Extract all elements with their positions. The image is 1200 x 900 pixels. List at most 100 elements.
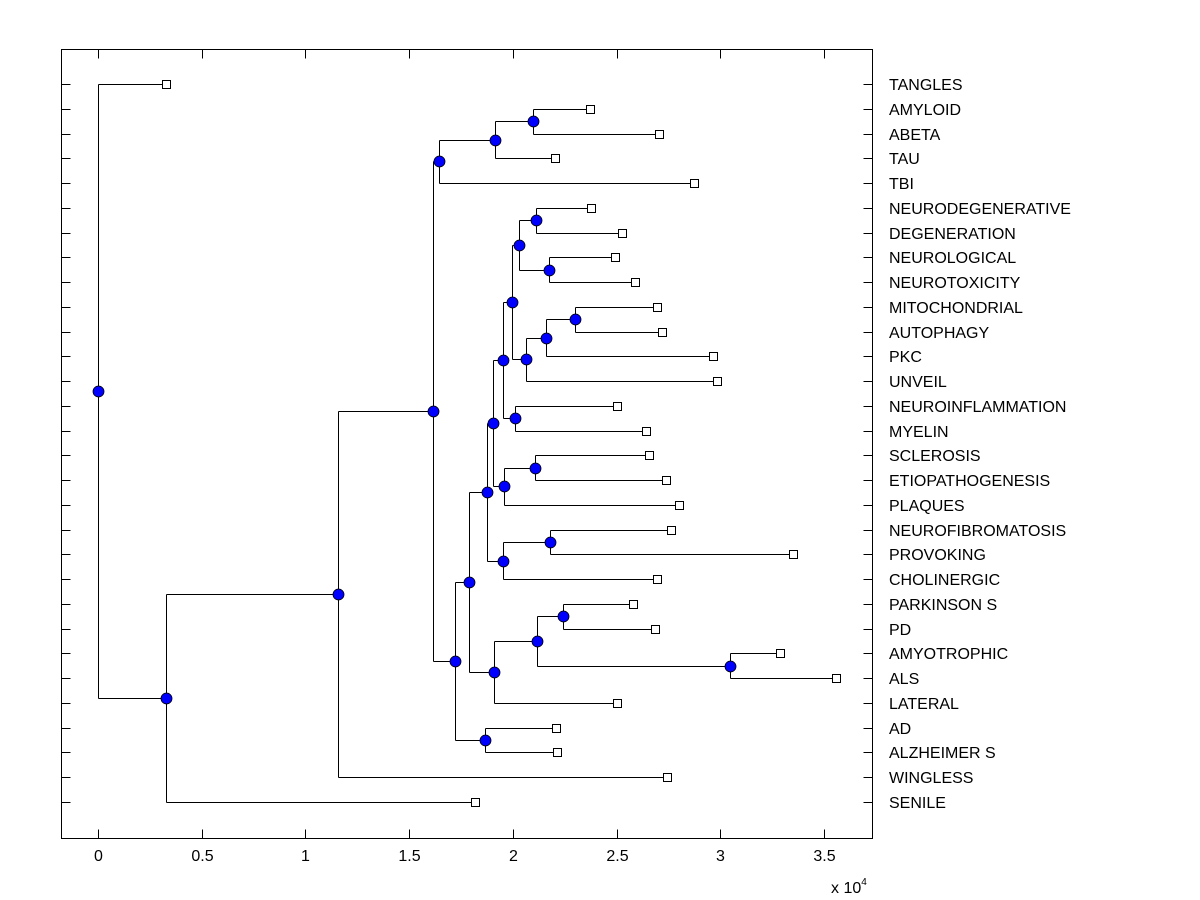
leaf-label: AD (889, 721, 911, 738)
leaf-marker (631, 278, 640, 287)
leaf-marker (552, 724, 561, 733)
node-marker (479, 734, 492, 747)
node-marker (160, 692, 173, 705)
leaf-marker (611, 253, 620, 262)
leaf-label: TAU (889, 151, 920, 168)
node-marker (497, 555, 510, 568)
node-marker (529, 462, 542, 475)
node-marker (489, 134, 502, 147)
leaf-label: ALZHEIMER S (889, 745, 996, 762)
leaf-label: UNVEIL (889, 374, 947, 391)
leaf-label: TANGLES (889, 77, 963, 94)
leaf-label: ABETA (889, 127, 941, 144)
node-marker (433, 155, 446, 168)
node-marker (513, 239, 526, 252)
leaf-label: NEURODEGENERATIVE (889, 201, 1071, 218)
leaf-marker (553, 748, 562, 757)
node-marker (498, 480, 511, 493)
leaf-markers (162, 80, 841, 807)
plot-area (61, 49, 873, 839)
leaf-label: PARKINSON S (889, 597, 997, 614)
x-tick-label: 1 (301, 848, 310, 865)
leaf-label: PROVOKING (889, 547, 986, 564)
leaf-label: ETIOPATHOGENESIS (889, 473, 1050, 490)
node-marker (520, 353, 533, 366)
leaf-marker (789, 550, 798, 559)
leaf-marker (663, 773, 672, 782)
leaf-label: AMYOTROPHIC (889, 646, 1008, 663)
y-axis-ticks (61, 84, 873, 803)
node-marker (530, 214, 543, 227)
node-marker (557, 610, 570, 623)
leaf-label: DEGENERATION (889, 226, 1016, 243)
leaf-marker (655, 130, 664, 139)
leaf-marker (551, 154, 560, 163)
leaf-marker (471, 798, 480, 807)
node-marker (427, 405, 440, 418)
leaf-label: LATERAL (889, 696, 959, 713)
x-tick-label: 1.5 (398, 848, 420, 865)
x-tick-label: 3 (716, 848, 725, 865)
leaf-marker (709, 352, 718, 361)
node-marker (463, 576, 476, 589)
node-marker (724, 660, 737, 673)
leaf-marker (613, 699, 622, 708)
x-axis-tick-labels: 0 0.5 1 1.5 2 2.5 3 3.5 (94, 848, 836, 865)
leaf-marker (690, 179, 699, 188)
leaf-marker (642, 427, 651, 436)
x-tick-label: 0 (94, 848, 103, 865)
leaf-marker (653, 575, 662, 584)
leaf-marker (832, 674, 841, 683)
leaf-marker (645, 451, 654, 460)
leaf-marker (667, 526, 676, 535)
node-marker (506, 296, 519, 309)
node-marker (527, 115, 540, 128)
node-markers (92, 115, 737, 747)
x-axis-ticks (98, 49, 825, 839)
leaf-marker (629, 600, 638, 609)
node-marker (332, 588, 345, 601)
x-tick-label: 2.5 (606, 848, 628, 865)
leaf-label: CHOLINERGIC (889, 572, 1000, 589)
leaf-label: SENILE (889, 795, 946, 812)
leaf-marker (651, 625, 660, 634)
x-axis-multiplier: x 104 (831, 877, 867, 897)
node-marker (540, 332, 553, 345)
leaf-label: AUTOPHAGY (889, 325, 990, 342)
leaf-marker (776, 649, 785, 658)
leaf-marker (713, 377, 722, 386)
x-axis-multiplier-base: x 10 (831, 880, 861, 897)
node-marker (481, 486, 494, 499)
node-marker (92, 385, 105, 398)
x-axis-multiplier-exponent: 4 (861, 877, 867, 888)
leaf-marker (613, 402, 622, 411)
x-tick-label: 2 (509, 848, 518, 865)
leaf-label: NEUROTOXICITY (889, 275, 1021, 292)
leaf-labels: TANGLES AMYLOID ABETA TAU TBI NEURODEGENERATI… (889, 77, 1071, 812)
leaf-label: ALS (889, 671, 919, 688)
leaf-marker (675, 501, 684, 510)
leaf-label: MYELIN (889, 424, 949, 441)
leaf-marker (662, 476, 671, 485)
leaf-marker (618, 229, 627, 238)
leaf-marker (653, 303, 662, 312)
leaf-marker (162, 80, 171, 89)
leaf-label: WINGLESS (889, 770, 973, 787)
node-marker (569, 313, 582, 326)
x-tick-label: 0.5 (191, 848, 213, 865)
node-marker (449, 655, 462, 668)
node-marker (531, 635, 544, 648)
leaf-label: NEUROLOGICAL (889, 250, 1016, 267)
node-marker (509, 412, 522, 425)
leaf-label: SCLEROSIS (889, 448, 981, 465)
leaf-label: PD (889, 622, 911, 639)
leaf-label: PLAQUES (889, 498, 965, 515)
node-marker (544, 536, 557, 549)
leaf-marker (586, 105, 595, 114)
leaf-marker (658, 328, 667, 337)
leaf-label: PKC (889, 349, 922, 366)
leaf-label: NEUROFIBROMATOSIS (889, 523, 1066, 540)
leaf-label: AMYLOID (889, 102, 961, 119)
node-marker (543, 264, 556, 277)
